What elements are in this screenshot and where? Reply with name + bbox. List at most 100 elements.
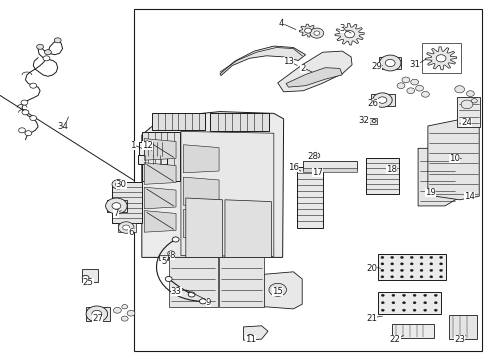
- Circle shape: [454, 86, 464, 93]
- Text: 11: 11: [244, 335, 255, 343]
- Text: 15: 15: [271, 287, 282, 296]
- Circle shape: [30, 116, 37, 121]
- Polygon shape: [220, 46, 305, 76]
- Circle shape: [344, 31, 354, 38]
- Circle shape: [118, 222, 134, 233]
- Circle shape: [188, 292, 195, 297]
- Bar: [112, 182, 142, 223]
- Bar: [364, 118, 376, 124]
- Circle shape: [381, 302, 384, 304]
- Circle shape: [121, 316, 128, 321]
- Polygon shape: [456, 97, 479, 127]
- Circle shape: [421, 91, 428, 97]
- Circle shape: [423, 309, 426, 311]
- Circle shape: [381, 309, 384, 311]
- Circle shape: [115, 182, 121, 186]
- Text: 8: 8: [169, 251, 175, 260]
- Circle shape: [409, 276, 412, 278]
- Polygon shape: [224, 200, 271, 257]
- Circle shape: [19, 128, 25, 133]
- Circle shape: [410, 79, 418, 85]
- Polygon shape: [370, 94, 394, 106]
- Polygon shape: [185, 198, 222, 257]
- Circle shape: [105, 198, 127, 214]
- Polygon shape: [183, 145, 219, 173]
- Polygon shape: [299, 24, 316, 37]
- Circle shape: [406, 88, 414, 94]
- Circle shape: [439, 276, 442, 278]
- Circle shape: [390, 269, 393, 271]
- Circle shape: [409, 269, 412, 271]
- Circle shape: [380, 276, 383, 278]
- Circle shape: [433, 302, 436, 304]
- Text: 9: 9: [205, 298, 210, 307]
- Circle shape: [309, 28, 323, 38]
- Circle shape: [402, 309, 405, 311]
- Circle shape: [165, 276, 172, 282]
- Text: 13: 13: [283, 57, 293, 66]
- Circle shape: [127, 310, 135, 316]
- Circle shape: [380, 269, 383, 271]
- Circle shape: [22, 110, 29, 115]
- Polygon shape: [106, 200, 127, 212]
- Bar: [365, 158, 398, 194]
- Bar: [448, 315, 476, 339]
- Text: 2: 2: [300, 64, 305, 73]
- Circle shape: [470, 99, 476, 103]
- Circle shape: [439, 256, 442, 258]
- Bar: [303, 161, 356, 170]
- Circle shape: [396, 83, 404, 89]
- Text: 12: 12: [142, 141, 153, 150]
- Text: 20: 20: [366, 264, 376, 273]
- Bar: [134, 9, 481, 351]
- Circle shape: [429, 256, 432, 258]
- Polygon shape: [264, 272, 302, 309]
- Text: 26: 26: [367, 99, 378, 108]
- Polygon shape: [378, 57, 400, 69]
- Polygon shape: [144, 139, 176, 160]
- Text: 18: 18: [385, 165, 396, 174]
- Circle shape: [435, 55, 445, 62]
- Circle shape: [377, 97, 386, 103]
- Polygon shape: [334, 23, 364, 45]
- Polygon shape: [425, 47, 456, 70]
- Bar: [377, 292, 440, 314]
- Circle shape: [379, 55, 400, 71]
- Text: 10: 10: [448, 154, 459, 163]
- Circle shape: [37, 44, 43, 49]
- Circle shape: [460, 100, 472, 109]
- Circle shape: [44, 50, 51, 55]
- Circle shape: [423, 294, 426, 296]
- Bar: [139, 142, 166, 156]
- Circle shape: [268, 283, 286, 296]
- Circle shape: [391, 309, 394, 311]
- Bar: [210, 113, 268, 131]
- Circle shape: [401, 77, 409, 83]
- Circle shape: [409, 263, 412, 265]
- Text: 3: 3: [339, 24, 345, 33]
- Text: 27: 27: [92, 314, 103, 323]
- Circle shape: [25, 131, 32, 136]
- Polygon shape: [144, 211, 176, 232]
- Text: 1: 1: [130, 141, 136, 150]
- Polygon shape: [285, 68, 342, 87]
- Circle shape: [433, 309, 436, 311]
- Circle shape: [21, 100, 28, 105]
- Polygon shape: [417, 148, 456, 206]
- Text: 21: 21: [366, 314, 376, 323]
- Circle shape: [402, 302, 405, 304]
- Text: 33: 33: [170, 287, 181, 296]
- Bar: [303, 168, 356, 172]
- Polygon shape: [183, 210, 219, 238]
- Circle shape: [429, 263, 432, 265]
- Polygon shape: [181, 131, 273, 256]
- Text: 19: 19: [424, 188, 435, 197]
- Circle shape: [385, 59, 394, 67]
- Polygon shape: [219, 257, 264, 307]
- Text: 17: 17: [312, 168, 323, 177]
- Circle shape: [391, 302, 394, 304]
- Circle shape: [172, 237, 179, 242]
- Circle shape: [112, 203, 121, 209]
- Circle shape: [419, 256, 422, 258]
- Polygon shape: [142, 112, 283, 257]
